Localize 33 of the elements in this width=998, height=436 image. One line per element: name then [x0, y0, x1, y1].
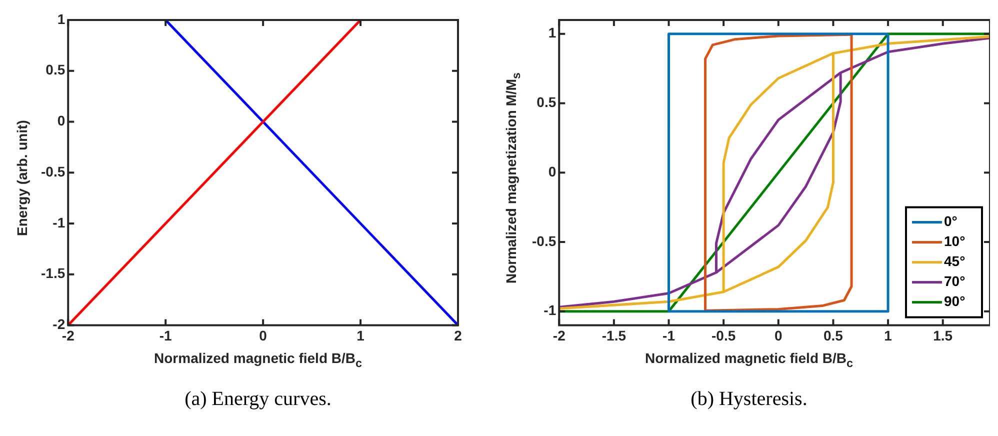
y-tick-label: 1 — [57, 10, 66, 27]
y-tick-label: 1 — [548, 24, 556, 41]
x-tick-label: 0 — [259, 327, 268, 344]
text: (b) Hysteresis. — [690, 388, 808, 411]
x-tick-label: 0 — [774, 327, 782, 344]
y-tick-label: 0.5 — [536, 94, 556, 110]
legend-label: 45° — [944, 253, 966, 270]
x-axis-title: Normalized magnetic field B/B$_{c}$ — [153, 350, 363, 370]
x-tick-label: -1 — [159, 327, 172, 344]
x-axis-title: Normalized magnetic field B/B$_{c}$ — [644, 350, 854, 370]
x-tick-label: -1.5 — [602, 327, 626, 344]
legend-label: 70° — [944, 273, 966, 290]
x-tick-label: -0.5 — [712, 327, 736, 344]
y-tick-label: 0.5 — [46, 62, 66, 78]
x-tick-label: 1.5 — [933, 327, 953, 344]
x-tick-label: 2 — [454, 327, 462, 344]
legend-label: 0° — [944, 213, 958, 230]
x-tick-label: 1 — [356, 327, 365, 344]
text: (a) Energy curves. — [184, 388, 332, 411]
legend-label: 10° — [944, 233, 966, 250]
y-tick-label: -1 — [52, 214, 66, 230]
y-tick-label: -1 — [544, 302, 556, 318]
legend-label: 90° — [944, 293, 966, 310]
y-tick-label: -2 — [52, 316, 66, 332]
y-tick-label: 0 — [548, 163, 556, 180]
y-tick-label: 0 — [57, 112, 66, 129]
y-axis-title: Energy (arb. unit) — [14, 120, 30, 236]
y-tick-label: -0.5 — [41, 163, 66, 180]
x-tick-label: 1 — [884, 327, 892, 344]
x-tick-label: -1 — [662, 327, 676, 344]
y-tick-label: -0.5 — [532, 232, 556, 249]
x-tick-label: 0.5 — [823, 327, 844, 344]
y-tick-label: -1.5 — [41, 265, 66, 282]
